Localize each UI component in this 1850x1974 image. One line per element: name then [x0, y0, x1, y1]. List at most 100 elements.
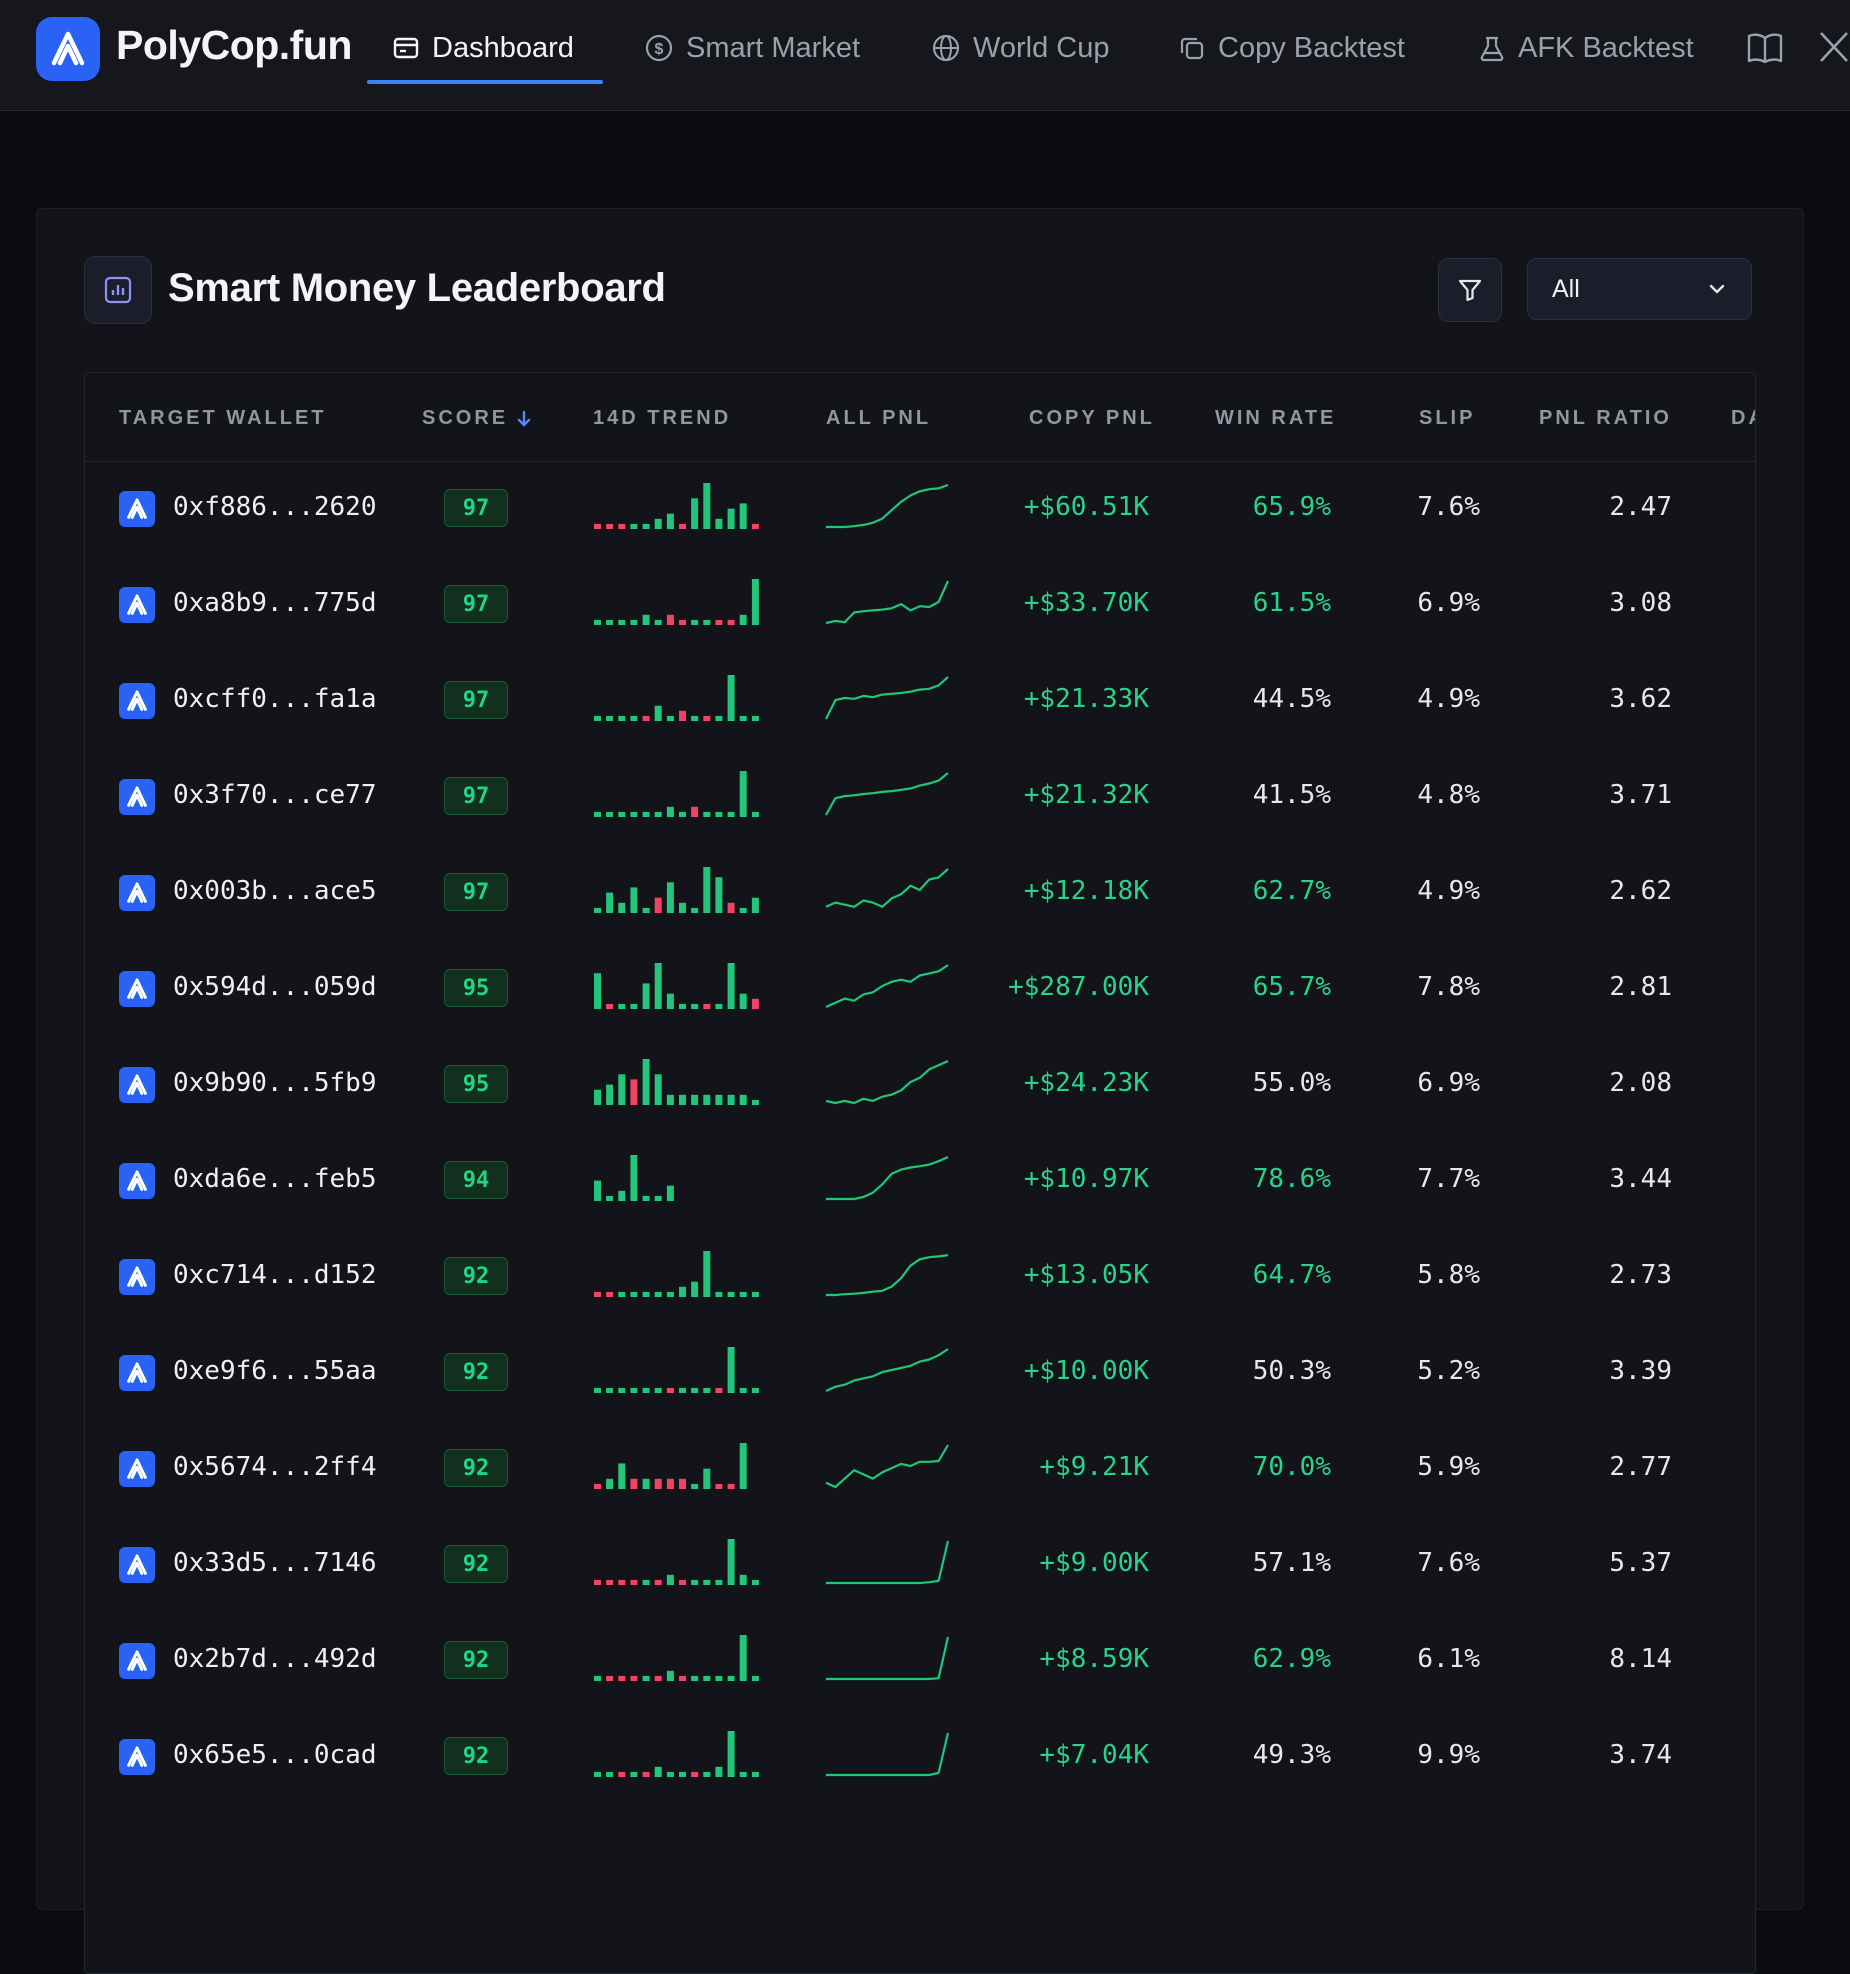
col-all-pnl[interactable]: ALL PNL [826, 407, 932, 429]
col-copy-pnl[interactable]: COPY PNL [1029, 407, 1155, 429]
nav-dashboard[interactable]: Dashboard [392, 26, 574, 70]
trend-bar [727, 1539, 735, 1585]
table-row[interactable]: 0x3f70...ce77 97 +$21.32K 41.5% 4.8% 3.71 [85, 749, 1755, 845]
table-row[interactable]: 0xf886...2620 97 +$60.51K 65.9% 7.6% 2.47 [85, 461, 1755, 557]
col-win-rate[interactable]: WIN RATE [1215, 407, 1337, 429]
col-pnl-ratio[interactable]: PNL RATIO [1539, 407, 1672, 429]
trend-bar [666, 1771, 674, 1777]
brand-name[interactable]: PolyCop.fun [116, 22, 352, 68]
trend-bar [703, 1251, 711, 1297]
trend-bar [606, 1195, 614, 1201]
pnl-ratio-value: 2.08 [1609, 1068, 1672, 1098]
wallet-address[interactable]: 0x33d5...7146 [173, 1548, 377, 1578]
wallet-address[interactable]: 0x2b7d...492d [173, 1644, 377, 1674]
trend-bar [727, 675, 735, 721]
trend-bar [642, 907, 650, 913]
slip-value: 6.9% [1417, 1068, 1480, 1098]
wallet-logo-icon [119, 1547, 155, 1583]
wallet-address[interactable]: 0x9b90...5fb9 [173, 1068, 377, 1098]
trend-bar-chart [594, 771, 759, 817]
table-row[interactable]: 0xe9f6...55aa 92 +$10.00K 50.3% 5.2% 3.39 [85, 1325, 1755, 1421]
table-row[interactable]: 0xcff0...fa1a 97 +$21.33K 44.5% 4.9% 3.62 [85, 653, 1755, 749]
nav-world-cup[interactable]: World Cup [931, 26, 1109, 70]
trend-bar [654, 1579, 662, 1585]
trend-bar [630, 1478, 638, 1489]
trend-bar [666, 882, 674, 913]
table-row[interactable]: 0x5674...2ff4 92 +$9.21K 70.0% 5.9% 2.77 [85, 1421, 1755, 1517]
score-badge: 97 [444, 777, 508, 815]
trend-bar [630, 1771, 638, 1777]
table-row[interactable]: 0xa8b9...775d 97 +$33.70K 61.5% 6.9% 3.08 [85, 557, 1755, 653]
nav-copy-backtest[interactable]: Copy Backtest [1178, 26, 1405, 70]
wallet-address[interactable]: 0xda6e...feb5 [173, 1164, 377, 1194]
trend-bar [642, 811, 650, 817]
trend-bar-chart [594, 1731, 759, 1777]
trend-bar [594, 1483, 601, 1489]
pnl-line [825, 580, 949, 625]
table-row[interactable]: 0xc714...d152 92 +$13.05K 64.7% 5.8% 2.73 [85, 1229, 1755, 1325]
trend-bar [654, 1478, 662, 1489]
trend-bar [739, 503, 747, 529]
x-logo-icon[interactable] [1818, 30, 1850, 69]
table-row[interactable]: 0x33d5...7146 92 +$9.00K 57.1% 7.6% 5.37 [85, 1517, 1755, 1613]
score-badge: 94 [444, 1161, 508, 1199]
trend-bar-chart [594, 1347, 759, 1393]
table-row[interactable]: 0x65e5...0cad 92 +$7.04K 49.3% 9.9% 3.74 [85, 1709, 1755, 1805]
copy-pnl-value: +$33.70K [1023, 588, 1149, 618]
wallet-address[interactable]: 0xf886...2620 [173, 492, 377, 522]
win-rate-value: 64.7% [1252, 1260, 1331, 1290]
polycop-logo-icon[interactable] [36, 17, 100, 81]
filter-button[interactable] [1438, 258, 1502, 322]
trend-bar-chart [594, 1443, 747, 1489]
table-row[interactable]: 0x9b90...5fb9 95 +$24.23K 55.0% 6.9% 2.08 [85, 1037, 1755, 1133]
pnl-sparkline [826, 1155, 949, 1201]
trend-bar-chart [594, 1635, 759, 1681]
trend-bar [691, 1675, 699, 1681]
category-select[interactable]: All [1527, 258, 1752, 320]
trend-bar [606, 1478, 614, 1489]
table-row[interactable]: 0x594d...059d 95 +$287.00K 65.7% 7.8% 2.81 [85, 941, 1755, 1037]
trend-bar [715, 1483, 723, 1489]
wallet-address[interactable]: 0xe9f6...55aa [173, 1356, 377, 1386]
trend-bar [703, 1468, 711, 1489]
wallet-logo-icon [119, 1451, 155, 1487]
nav-afk-backtest[interactable]: AFK Backtest [1478, 26, 1694, 70]
wallet-address[interactable]: 0x65e5...0cad [173, 1740, 377, 1770]
trend-bar [751, 1579, 759, 1585]
col-target-wallet[interactable]: TARGET WALLET [119, 407, 327, 429]
trend-bar [594, 619, 601, 625]
wallet-address[interactable]: 0xc714...d152 [173, 1260, 377, 1290]
col-da-truncated[interactable]: DA [1731, 407, 1755, 429]
table-row[interactable]: 0x2b7d...492d 92 +$8.59K 62.9% 6.1% 8.14 [85, 1613, 1755, 1709]
col-score[interactable]: SCORE [422, 407, 532, 430]
trend-bar [751, 579, 759, 625]
trend-bar [654, 963, 662, 1009]
trend-bar [691, 1387, 699, 1393]
score-badge: 92 [444, 1353, 508, 1391]
copy-pnl-value: +$9.21K [1039, 1452, 1149, 1482]
table-row[interactable]: 0xda6e...feb5 94 +$10.97K 78.6% 7.7% 3.44 [85, 1133, 1755, 1229]
wallet-address[interactable]: 0xcff0...fa1a [173, 684, 377, 714]
wallet-address[interactable]: 0x003b...ace5 [173, 876, 377, 906]
trend-bar [594, 1771, 601, 1777]
dollar-circle-icon: $ [645, 34, 673, 62]
wallet-address[interactable]: 0x5674...2ff4 [173, 1452, 377, 1482]
col-14d-trend[interactable]: 14D TREND [593, 407, 732, 429]
category-select-value: All [1552, 274, 1580, 303]
trend-bar-chart [594, 675, 759, 721]
trend-bar [594, 1180, 601, 1201]
wallet-address[interactable]: 0x3f70...ce77 [173, 780, 377, 810]
nav-dashboard-label: Dashboard [432, 31, 574, 64]
pnl-sparkline [826, 1732, 949, 1777]
trend-bar [703, 867, 711, 913]
wallet-logo-icon [119, 1067, 155, 1103]
pnl-ratio-value: 3.44 [1609, 1164, 1672, 1194]
wallet-logo-icon [119, 1643, 155, 1679]
table-row[interactable]: 0x003b...ace5 97 +$12.18K 62.7% 4.9% 2.62 [85, 845, 1755, 941]
wallet-address[interactable]: 0xa8b9...775d [173, 588, 377, 618]
nav-smart-market[interactable]: $ Smart Market [644, 26, 860, 70]
col-slip[interactable]: SLIP [1419, 407, 1476, 429]
trend-bar [727, 1731, 735, 1777]
book-icon[interactable] [1746, 30, 1784, 71]
wallet-address[interactable]: 0x594d...059d [173, 972, 377, 1002]
